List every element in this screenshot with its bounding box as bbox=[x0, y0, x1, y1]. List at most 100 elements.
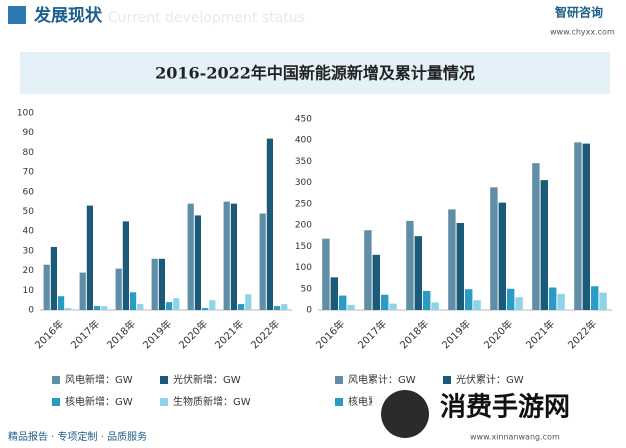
bar bbox=[94, 306, 101, 310]
bar bbox=[322, 238, 330, 310]
bar bbox=[86, 205, 93, 310]
bar bbox=[381, 294, 389, 310]
bar bbox=[259, 213, 266, 310]
title-band bbox=[20, 52, 610, 94]
bar bbox=[187, 203, 194, 310]
legend-label: 光伏新增：GW bbox=[173, 373, 241, 386]
chart-title: 2016-2022年中国新能源新增及累计量情况 bbox=[155, 64, 475, 83]
bar bbox=[389, 303, 397, 310]
bar bbox=[549, 287, 557, 310]
bar bbox=[532, 163, 540, 310]
bar bbox=[431, 302, 439, 310]
bar bbox=[50, 246, 57, 310]
y-tick-label: 100 bbox=[295, 263, 312, 273]
bar bbox=[202, 308, 209, 310]
legend-swatch bbox=[160, 398, 168, 406]
bar bbox=[591, 286, 599, 310]
y-tick-label: 20 bbox=[23, 266, 35, 276]
bar bbox=[339, 295, 347, 310]
bar bbox=[540, 180, 548, 310]
bar bbox=[406, 220, 414, 310]
bar bbox=[122, 221, 129, 310]
y-tick-label: 250 bbox=[295, 199, 312, 209]
y-tick-label: 350 bbox=[295, 157, 312, 167]
bar bbox=[507, 288, 515, 310]
bar bbox=[194, 215, 201, 310]
bar bbox=[223, 201, 230, 310]
bar bbox=[465, 289, 473, 310]
bar bbox=[364, 230, 372, 310]
legend-swatch bbox=[160, 376, 168, 384]
bar bbox=[473, 300, 481, 310]
legend-swatch bbox=[52, 398, 60, 406]
bar bbox=[101, 306, 108, 310]
bar bbox=[151, 258, 158, 310]
y-tick-label: 0 bbox=[306, 306, 312, 316]
bar bbox=[490, 187, 498, 310]
bar bbox=[130, 292, 137, 310]
legend-swatch bbox=[335, 398, 343, 406]
bar bbox=[448, 209, 456, 310]
bar bbox=[166, 302, 173, 310]
legend-label: 生物质新增：GW bbox=[173, 395, 251, 408]
y-tick-label: 0 bbox=[28, 306, 34, 316]
legend-swatch bbox=[335, 376, 343, 384]
y-tick-label: 50 bbox=[301, 284, 313, 294]
url: www.chyxx.com bbox=[550, 28, 615, 37]
y-tick-label: 80 bbox=[23, 148, 35, 158]
bar bbox=[79, 272, 86, 310]
header-subtitle: Current development status bbox=[108, 10, 305, 26]
legend-label: 风电新增：GW bbox=[65, 373, 133, 386]
bar bbox=[115, 268, 122, 310]
bar bbox=[515, 297, 523, 310]
bar bbox=[245, 294, 252, 310]
watermark-url: www.xinnanwang.com bbox=[470, 433, 560, 442]
y-tick-label: 450 bbox=[295, 115, 312, 125]
bar bbox=[43, 264, 50, 310]
bar bbox=[599, 292, 607, 310]
legend-label: 光伏累计：GW bbox=[456, 373, 524, 386]
y-tick-label: 400 bbox=[295, 136, 312, 146]
watermark-logo bbox=[381, 390, 429, 438]
bar bbox=[347, 304, 355, 310]
bar bbox=[281, 304, 288, 310]
y-tick-label: 40 bbox=[23, 227, 35, 237]
legend-label: 风电累计：GW bbox=[348, 373, 416, 386]
y-tick-label: 70 bbox=[23, 168, 35, 178]
y-tick-label: 300 bbox=[295, 178, 312, 188]
logo: 智研咨询 bbox=[554, 5, 603, 20]
bar bbox=[574, 142, 582, 310]
bar bbox=[423, 290, 431, 310]
bar bbox=[173, 298, 180, 310]
bar bbox=[230, 203, 237, 310]
bar bbox=[372, 254, 380, 310]
watermark-name: 消费手游网 bbox=[440, 393, 570, 423]
header-icon bbox=[8, 6, 26, 24]
y-tick-label: 150 bbox=[295, 242, 312, 252]
legend-label: 核电新增：GW bbox=[65, 395, 133, 408]
bar bbox=[238, 304, 245, 310]
bar bbox=[65, 308, 72, 310]
bar bbox=[498, 202, 506, 310]
y-tick-label: 30 bbox=[23, 246, 35, 256]
legend-swatch bbox=[52, 376, 60, 384]
header-title: 发展现状 bbox=[33, 5, 103, 26]
bar bbox=[58, 296, 65, 310]
bar bbox=[209, 300, 216, 310]
bar bbox=[414, 236, 422, 310]
y-tick-label: 200 bbox=[295, 221, 312, 231]
bar bbox=[330, 277, 338, 310]
bar bbox=[274, 306, 281, 310]
bar bbox=[266, 138, 273, 310]
y-tick-label: 50 bbox=[23, 207, 35, 217]
bar bbox=[137, 304, 144, 310]
bar bbox=[582, 143, 590, 310]
bar bbox=[456, 222, 464, 310]
footer: 精品报告 · 专项定制 · 品质服务 bbox=[8, 430, 147, 443]
legend-swatch bbox=[443, 376, 451, 384]
y-tick-label: 100 bbox=[17, 109, 34, 119]
y-tick-label: 90 bbox=[23, 128, 35, 138]
bar bbox=[158, 258, 165, 310]
y-tick-label: 60 bbox=[23, 187, 35, 197]
